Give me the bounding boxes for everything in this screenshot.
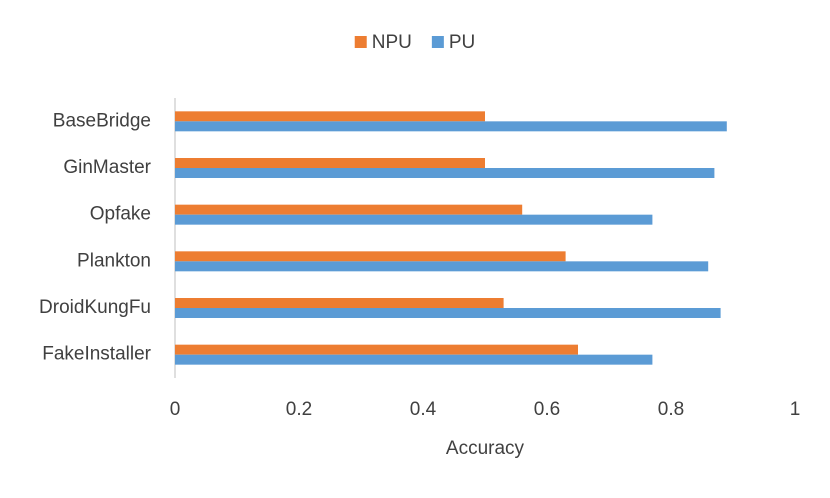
bar [175, 111, 485, 122]
x-tick-label: 1 [790, 399, 801, 420]
bar [175, 344, 578, 355]
x-tick-label: 0.8 [658, 399, 684, 420]
bar [175, 121, 727, 132]
bar [175, 214, 653, 225]
bar [175, 168, 715, 178]
x-tick-label: 0.4 [410, 399, 437, 420]
y-tick-label: GinMaster [63, 157, 151, 178]
legend: NPU PU [354, 32, 475, 53]
x-tick-label: 0 [170, 399, 181, 420]
bar [175, 298, 504, 308]
x-tick-label: 0.6 [534, 399, 560, 420]
bar [175, 261, 709, 272]
x-tick-label: 0.2 [286, 399, 312, 420]
legend-label: PU [449, 32, 475, 53]
y-tick-label: FakeInstaller [42, 344, 151, 365]
y-tick-label: DroidKungFu [39, 297, 151, 318]
legend-swatch [431, 36, 444, 48]
legend-swatch [354, 36, 367, 48]
bar [175, 354, 653, 365]
bar [175, 158, 485, 168]
bar [175, 204, 523, 215]
y-tick-label: Plankton [77, 250, 151, 271]
x-axis-title: Accuracy [446, 438, 525, 459]
y-tick-label: BaseBridge [53, 110, 151, 131]
legend-label: NPU [372, 32, 412, 53]
y-tick-label: Opfake [90, 204, 151, 225]
bar [175, 308, 721, 318]
bar [175, 251, 566, 262]
